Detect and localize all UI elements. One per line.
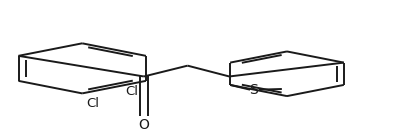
Text: S: S: [249, 83, 258, 97]
Text: Cl: Cl: [86, 97, 99, 110]
Text: Cl: Cl: [125, 85, 138, 98]
Text: O: O: [138, 118, 149, 132]
